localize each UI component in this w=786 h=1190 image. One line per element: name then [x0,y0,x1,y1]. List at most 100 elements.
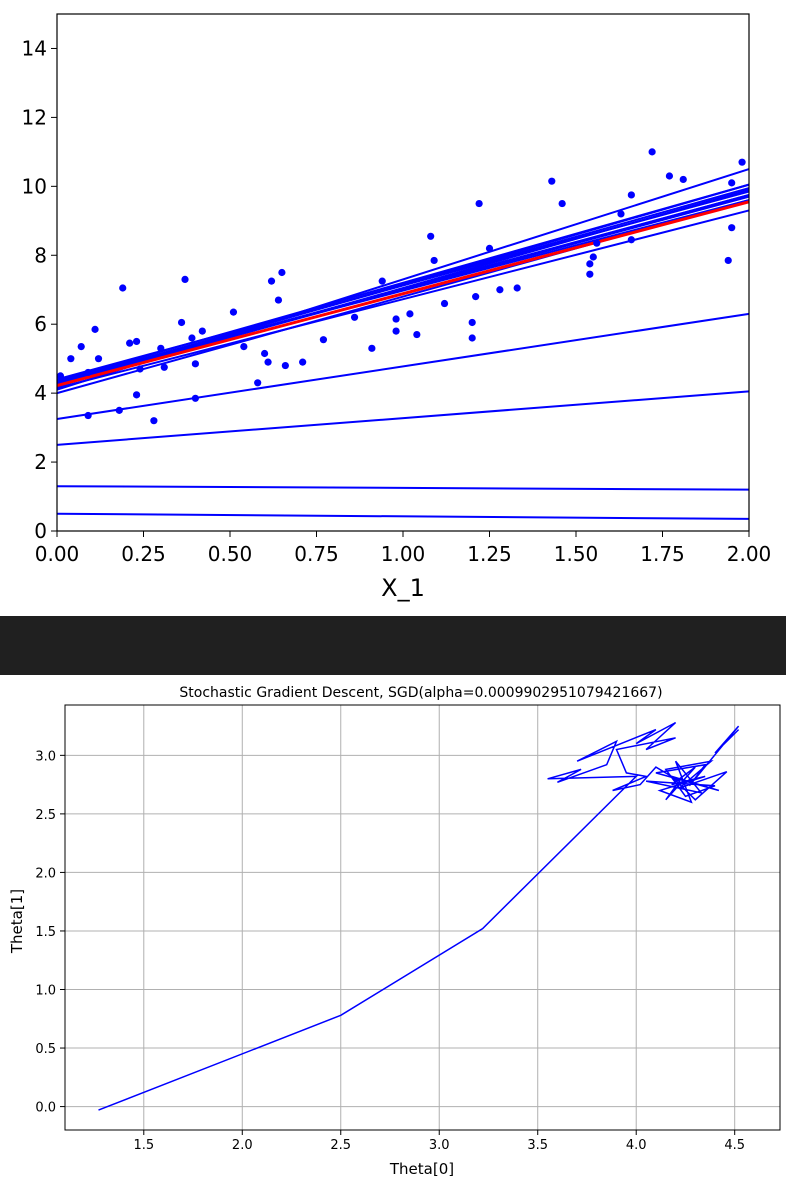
y-tick-label: 0.5 [35,1042,56,1057]
data-point [177,318,186,327]
sgd-path-chart: Stochastic Gradient Descent, SGD(alpha=0… [0,675,786,1186]
y-tick-label: 1.5 [35,925,56,940]
data-point [319,336,328,344]
x-tick-label: 4.5 [724,1138,745,1153]
data-point [267,277,276,285]
data-point [648,148,656,156]
iteration-line [56,390,750,446]
data-point [593,239,601,247]
data-point [728,179,736,187]
data-point [240,343,248,351]
data-point [261,349,269,358]
x-tick-label: 3.0 [429,1138,450,1153]
data-point [728,224,736,232]
data-point [513,284,521,292]
data-point [496,286,504,294]
y-tick-label: 0 [34,519,47,543]
data-point [191,360,199,368]
iteration-line [56,187,750,384]
data-point [132,391,141,399]
data-point [586,260,594,268]
data-point [724,256,732,265]
y-tick-label: 14 [22,36,47,60]
data-point [132,337,141,346]
y-tick-label: 6 [34,312,47,336]
data-point [378,277,386,285]
data-point [548,177,556,185]
y-tick-label: 4 [34,381,47,405]
y-tick-label: 2.0 [35,866,56,881]
x-tick-label: 1.5 [133,1138,154,1153]
data-point [475,199,483,208]
data-point [392,327,400,335]
x-tick-label: 1.75 [640,542,685,566]
linear-fit-chart: X_1 0.00 0.25 0.50 0.75 1.00 1.25 1.50 1.75 2.00… [22,13,771,602]
x-tick-label: 0.25 [121,542,166,566]
data-point [198,327,206,335]
y-tick-label: 1.0 [35,984,56,999]
data-point [77,343,85,351]
data-point [254,379,262,387]
x-tick-label: 3.5 [527,1138,548,1153]
x-tick-label: 4.0 [626,1138,647,1153]
data-point [738,158,746,166]
x-tick-label: 0.00 [35,542,80,566]
data-point [617,210,625,218]
data-point [264,358,272,366]
chart-title: Stochastic Gradient Descent, SGD(alpha=0… [179,685,662,701]
data-point [430,256,438,265]
data-point [229,308,238,316]
x-tick-label: 1.50 [554,542,599,566]
data-point [94,355,103,363]
data-point [665,172,674,180]
data-point [67,355,75,363]
data-point [485,244,494,252]
data-point [115,406,123,414]
data-point [392,315,400,323]
data-point [126,339,134,347]
x-tick-label: 1.00 [381,542,426,566]
iteration-line [56,183,750,383]
data-point [191,394,199,402]
sgd-path-line [98,721,740,1111]
y-tick-label: 10 [22,174,47,198]
data-point [468,334,476,342]
x-axis-label: X_1 [381,574,425,602]
data-point [150,417,158,425]
final-fit-line [56,200,750,388]
iteration-line [56,485,750,491]
iteration-line [56,195,750,384]
plot-frame [56,13,750,532]
data-point [84,411,92,420]
y-tick-label: 8 [34,243,47,267]
iteration-line [56,512,750,520]
data-point [281,361,289,370]
data-point [589,253,597,261]
data-point [160,363,168,371]
data-point [468,318,476,327]
linear-fit-svg: X_1 0.00 0.25 0.50 0.75 1.00 1.25 1.50 1.75 2.00… [22,13,771,602]
data-point [91,325,99,333]
data-point [181,275,189,283]
data-point [558,199,566,208]
iteration-line [56,312,750,420]
x-tick-label: 0.50 [208,542,253,566]
y-tick-label: 2 [34,450,47,474]
data-points [56,148,746,425]
x-tick-label: 2.5 [330,1138,351,1153]
x-tick-label: 1.25 [467,542,512,566]
y-tick-label: 12 [22,105,47,129]
data-point [679,175,687,184]
data-point [413,330,421,339]
data-point [627,191,635,199]
iteration-line [56,209,750,389]
data-point [350,313,359,321]
x-axis-label: Theta[0] [389,1160,454,1178]
data-point [586,270,594,278]
data-point [299,358,307,366]
data-point [157,344,165,352]
data-point [368,344,376,352]
data-point [278,268,286,277]
x-tick-label: 0.75 [294,542,339,566]
